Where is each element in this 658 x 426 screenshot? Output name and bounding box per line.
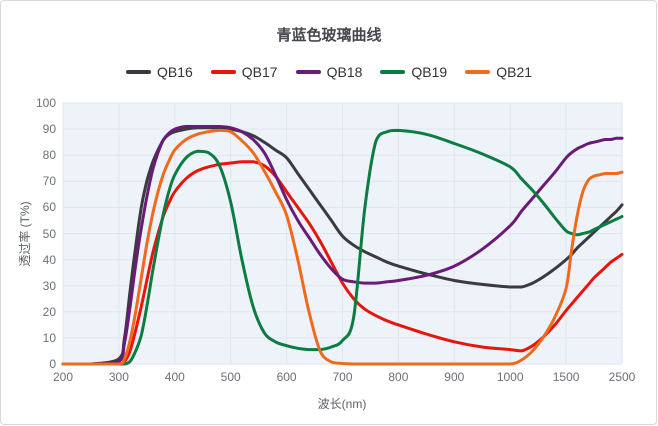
x-tick-label-900: 900 [444, 370, 465, 384]
legend-item-QB17[interactable]: QB17 [210, 64, 278, 80]
y-tick-label-10: 10 [42, 330, 56, 345]
chart-title: 青蓝色玻璃曲线 [276, 27, 382, 44]
y-tick-label-40: 40 [42, 252, 56, 267]
y-tick-label-80: 80 [42, 148, 56, 163]
x-tick-label-2500: 2500 [608, 370, 636, 384]
x-tick-label-700: 700 [332, 370, 353, 384]
x-tick-label-300: 300 [108, 370, 129, 384]
legend-label: QB16 [156, 64, 193, 80]
x-tick-label-500: 500 [220, 370, 241, 384]
legend-item-QB19[interactable]: QB19 [380, 64, 447, 80]
legend-label: QB19 [411, 64, 448, 80]
series-line-QB17 [61, 160, 624, 366]
x-axis-title: 波长(nm) [317, 397, 367, 411]
y-tick-label-0: 0 [49, 357, 56, 371]
legend-swatch-QB17 [210, 70, 236, 74]
legend-item-QB18[interactable]: QB18 [295, 64, 363, 80]
y-axis-title: 透过率 (T%) [18, 201, 32, 267]
x-tick-label-1000: 1000 [496, 370, 524, 384]
x-tick-label-600: 600 [276, 370, 297, 384]
legend-label: QB17 [241, 64, 278, 80]
y-tick-label-30: 30 [42, 278, 56, 293]
x-tick-label-400: 400 [164, 370, 185, 384]
legend-item-QB16[interactable]: QB16 [125, 64, 193, 80]
legend-swatch-QB19 [380, 70, 406, 74]
x-tick-label-1500: 1500 [552, 370, 580, 384]
y-tick-label-90: 90 [42, 122, 56, 137]
legend-label: QB18 [326, 64, 363, 80]
y-tick-label-60: 60 [42, 200, 56, 215]
x-tick-label-200: 200 [52, 370, 74, 384]
legend-label: QB21 [496, 64, 533, 80]
legend-swatch-QB18 [295, 70, 321, 74]
y-tick-label-20: 20 [42, 304, 56, 319]
series-line-QB21 [61, 128, 624, 366]
y-tick-label-100: 100 [35, 96, 56, 110]
legend: QB16 QB17 QB18 QB19 QB21 [0, 64, 658, 80]
x-tick-label-800: 800 [388, 370, 409, 384]
legend-swatch-QB16 [125, 70, 151, 74]
legend-item-QB21[interactable]: QB21 [465, 64, 532, 80]
y-tick-label-70: 70 [42, 174, 56, 189]
legend-swatch-QB21 [465, 70, 491, 74]
y-tick-label-50: 50 [42, 226, 56, 241]
series-line-QB18 [61, 125, 624, 366]
series-line-QB16 [61, 126, 624, 366]
